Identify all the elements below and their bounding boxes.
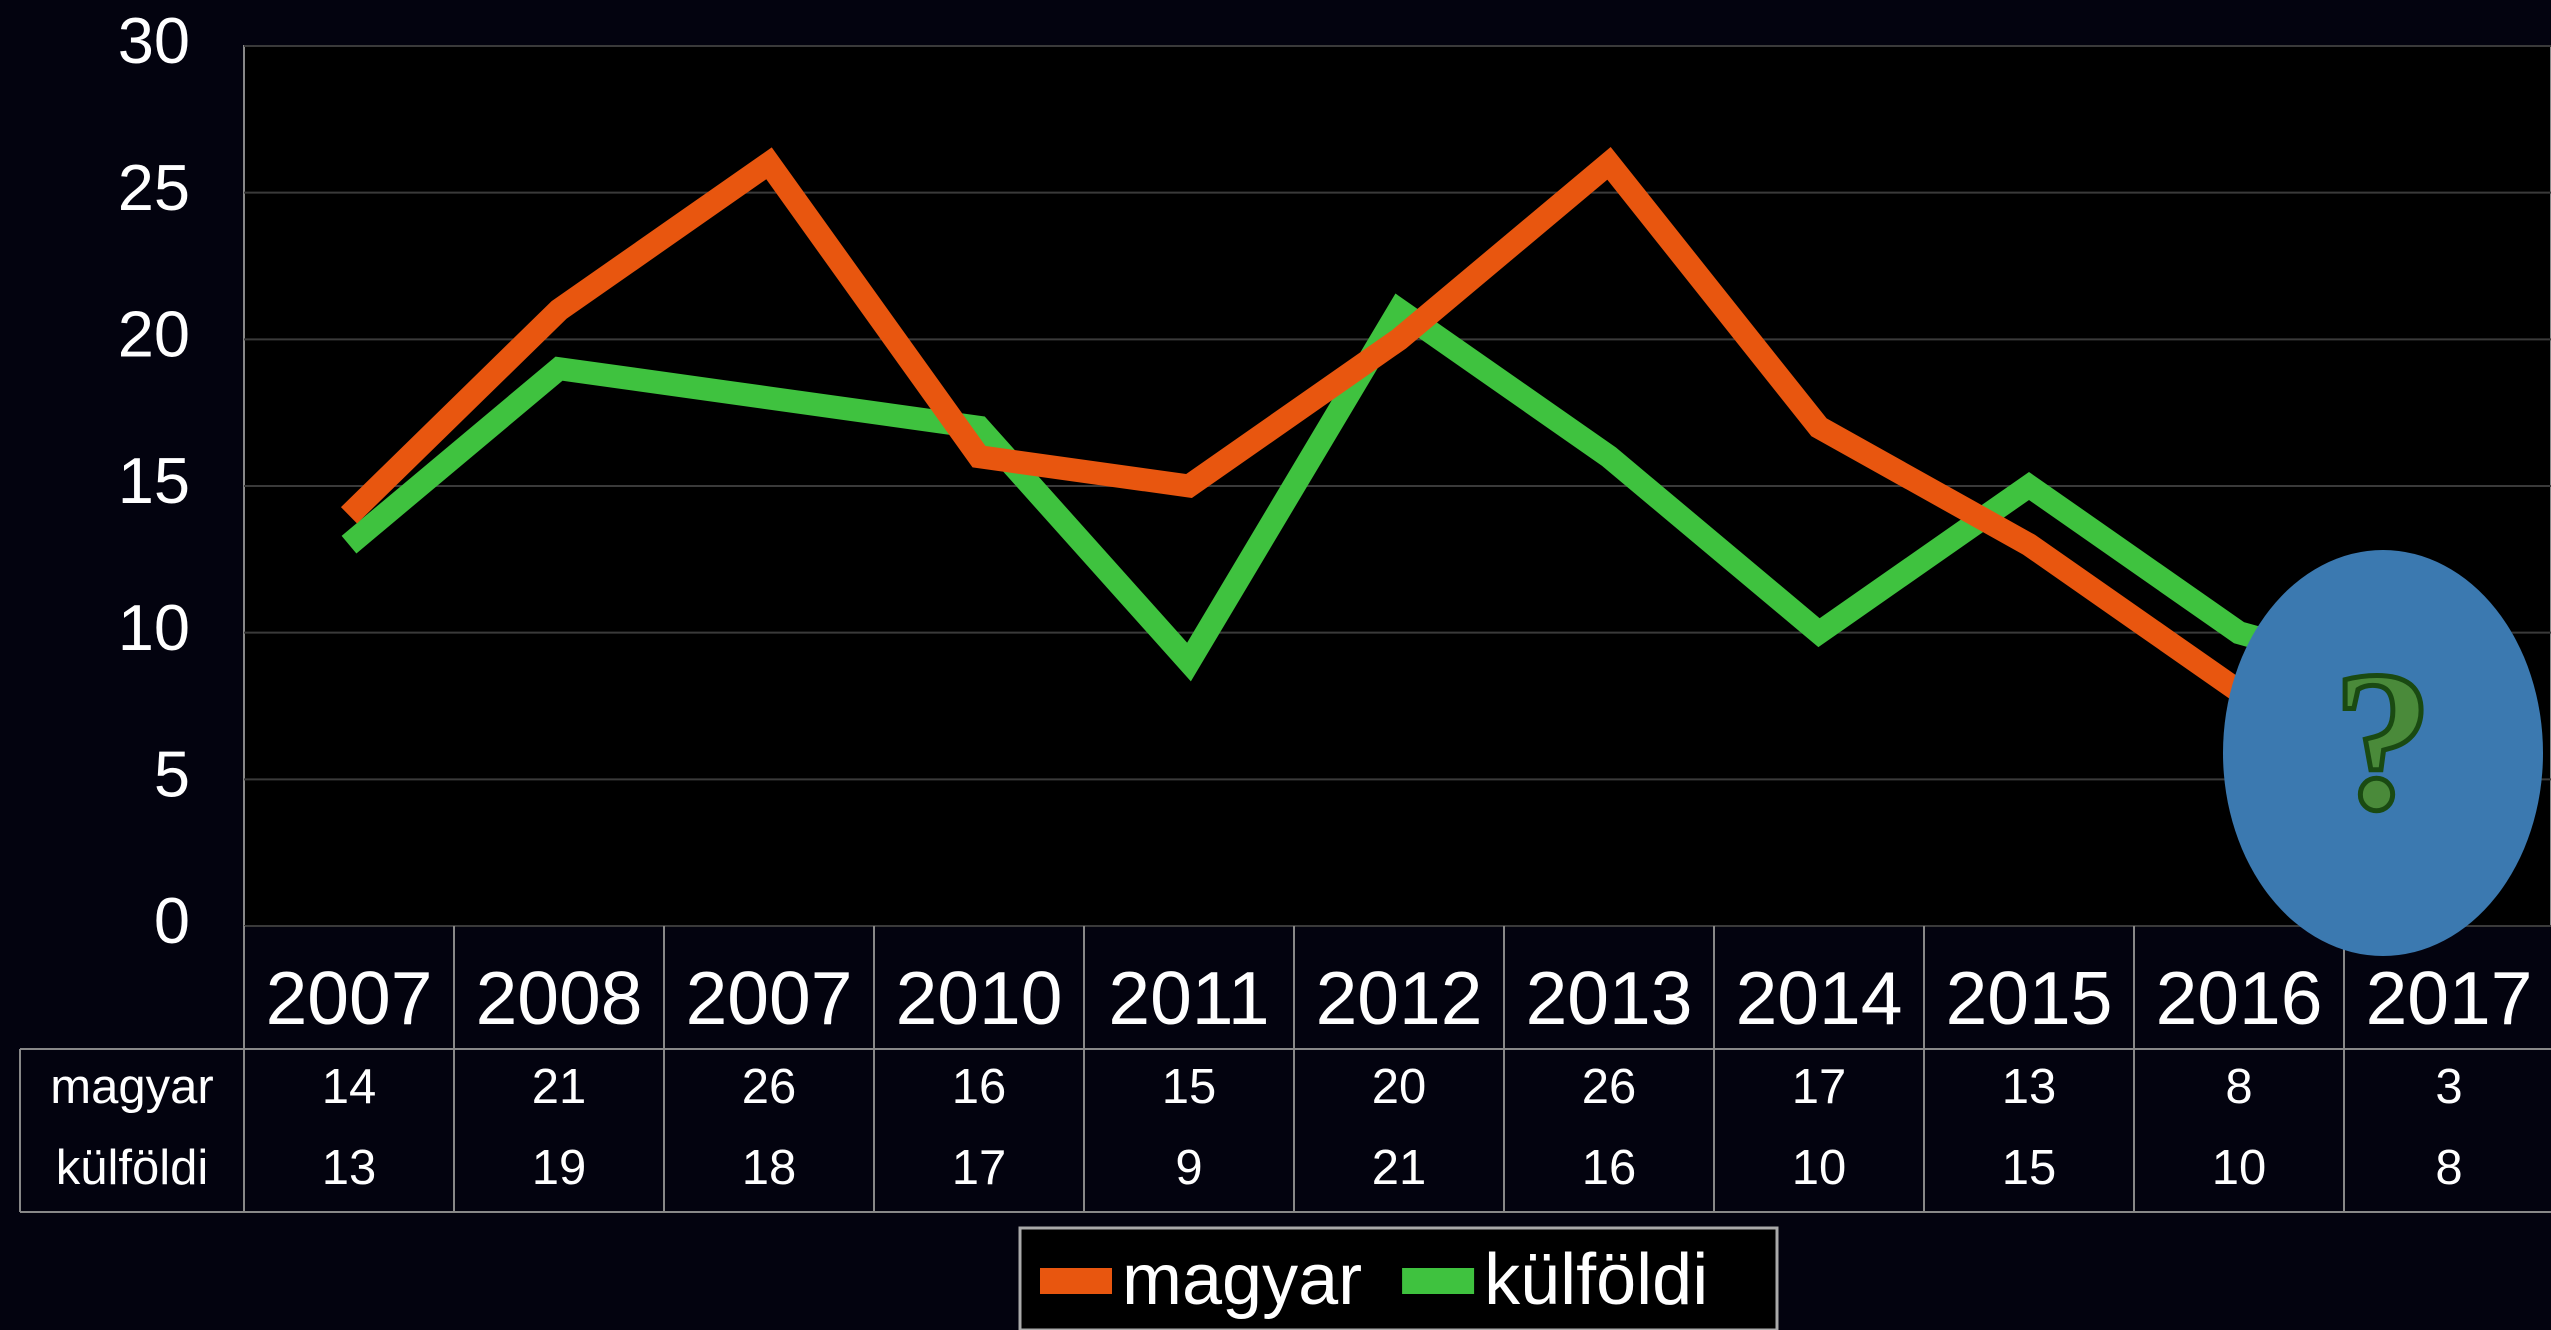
x-tick-label: 2013 (1526, 956, 1693, 1040)
table-value: 15 (1162, 1060, 1217, 1114)
question-mark: ? (2333, 631, 2433, 852)
table-value: 8 (2225, 1060, 2252, 1114)
table-value: 20 (1372, 1060, 1427, 1114)
legend-swatch (1040, 1268, 1112, 1294)
y-tick-label: 25 (118, 151, 190, 224)
table-value: 17 (1792, 1060, 1847, 1114)
table-value: 14 (322, 1060, 377, 1114)
x-tick-label: 2017 (2366, 956, 2533, 1040)
table-value: 21 (532, 1060, 587, 1114)
x-tick-label: 2016 (2156, 956, 2323, 1040)
table-value: 16 (1582, 1141, 1637, 1195)
x-tick-label: 2011 (1108, 956, 1269, 1040)
x-tick-label: 2012 (1316, 956, 1483, 1040)
series-line (340, 146, 2456, 848)
overlay: ? (2223, 550, 2543, 956)
y-tick-label: 30 (118, 4, 190, 77)
x-tick-label: 2010 (896, 956, 1063, 1040)
table-value: 8 (2435, 1141, 2462, 1195)
table-value: 10 (1792, 1141, 1847, 1195)
lines (340, 146, 2456, 848)
table-value: 13 (2002, 1060, 2057, 1114)
legend-label: magyar (1122, 1240, 1362, 1320)
x-tick-label: 2014 (1736, 956, 1903, 1040)
table-value: 17 (952, 1141, 1007, 1195)
x-tick-label: 2007 (686, 956, 853, 1040)
y-tick-label: 5 (154, 738, 190, 811)
y-tick-label: 20 (118, 298, 190, 371)
table-value: 9 (1175, 1141, 1202, 1195)
table-value: 16 (952, 1060, 1007, 1114)
legend-label: külföldi (1484, 1240, 1708, 1320)
data-table: 2007 2008 2007 2010 2011 2012 2013 2014 2015 2016… (19, 926, 2551, 1213)
table-value: 26 (742, 1060, 797, 1114)
table-value: 26 (1582, 1060, 1637, 1114)
y-tick-label: 15 (118, 444, 190, 517)
legend: magyar külföldi (1018, 1226, 1779, 1330)
grid: 0 5 10 15 20 25 30 (118, 4, 2551, 957)
table-value: 18 (742, 1141, 797, 1195)
x-tick-label: 2007 (266, 956, 433, 1040)
y-tick-label: 0 (154, 884, 190, 957)
y-tick-label: 10 (118, 591, 190, 664)
legend-box (1018, 1226, 1779, 1330)
row-label: magyar (50, 1060, 213, 1114)
x-tick-label: 2008 (476, 956, 643, 1040)
legend-swatch (1402, 1268, 1475, 1294)
table-value: 21 (1372, 1141, 1427, 1195)
x-tick-label: 2015 (1946, 956, 2113, 1040)
question-ellipse (2223, 550, 2543, 956)
table-value: 3 (2435, 1060, 2462, 1114)
table-value: 19 (532, 1141, 587, 1195)
row-label: külföldi (56, 1141, 209, 1195)
table-value: 15 (2002, 1141, 2057, 1195)
table-value: 10 (2212, 1141, 2267, 1195)
series-line (341, 293, 2453, 703)
table-value: 13 (322, 1141, 377, 1195)
